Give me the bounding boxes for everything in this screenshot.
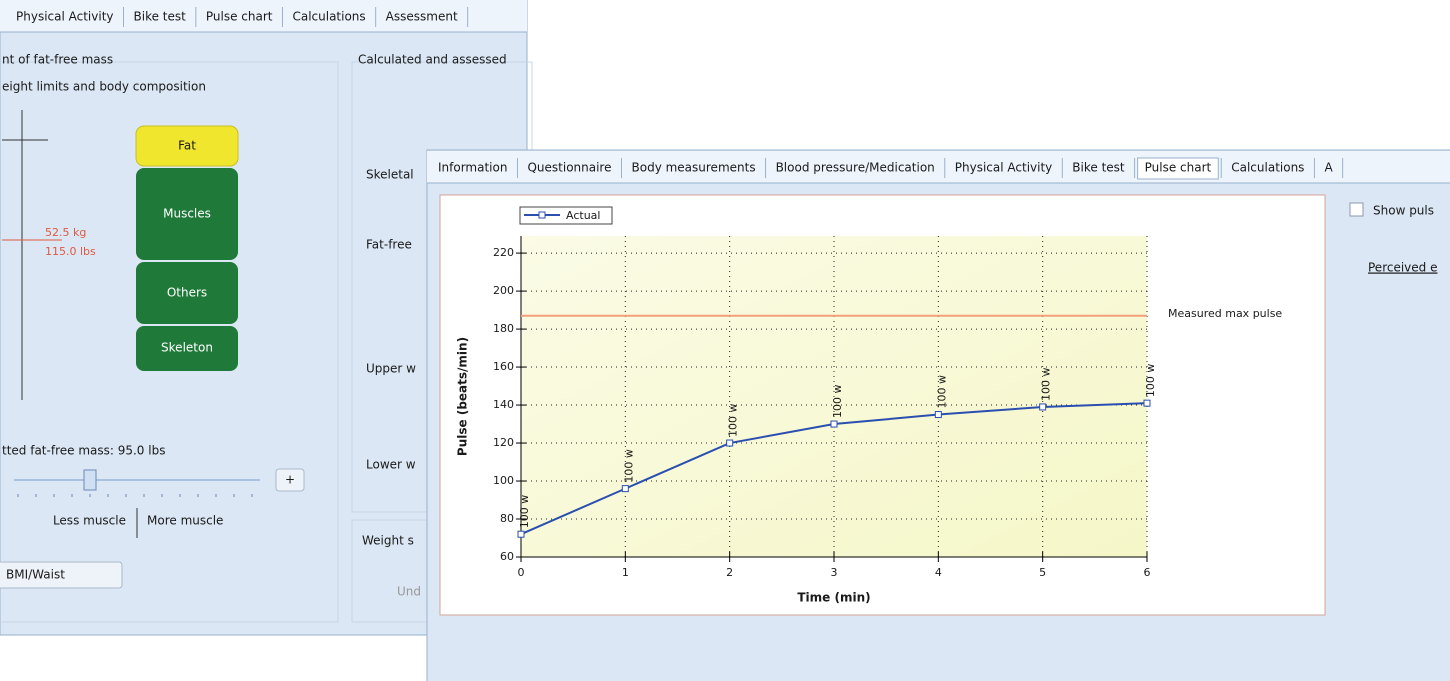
point xyxy=(726,439,734,447)
right-label: Skeletal xyxy=(366,168,414,182)
body-part: Others xyxy=(167,286,207,300)
x-tick-label: 4 xyxy=(935,566,942,579)
tab[interactable]: Pulse chart xyxy=(206,10,273,24)
tab-strip xyxy=(0,0,527,32)
right-title: Calculated and assessed xyxy=(358,53,507,67)
checkbox[interactable] xyxy=(1349,202,1364,217)
slider-thumb[interactable] xyxy=(83,469,97,491)
y-tick-label: 120 xyxy=(493,436,514,449)
right-label: Fat-free xyxy=(366,238,412,252)
x-tick-label: 2 xyxy=(726,566,733,579)
tab[interactable]: Assessment xyxy=(386,10,458,24)
less-muscle: Less muscle xyxy=(53,514,126,528)
weight-section: Weight s xyxy=(362,534,414,548)
muscle-block xyxy=(136,168,238,260)
tab[interactable]: A xyxy=(1324,161,1333,175)
point xyxy=(517,530,525,538)
y-tick-label: 200 xyxy=(493,284,514,297)
skeleton-block xyxy=(136,326,238,371)
point-label: 100 w xyxy=(727,404,740,438)
legend-marker xyxy=(538,211,546,219)
link[interactable]: Perceived e xyxy=(1368,261,1437,275)
point xyxy=(1143,399,1151,407)
tab[interactable]: Pulse chart xyxy=(1145,161,1212,175)
button-label: BMI/Waist xyxy=(6,568,65,582)
group-box xyxy=(0,61,339,623)
weight-label: 52.5 kg xyxy=(45,226,86,239)
bmi-button[interactable] xyxy=(0,561,123,589)
point-label: 100 w xyxy=(1040,367,1053,401)
tab[interactable]: Questionnaire xyxy=(527,161,611,175)
y-tick-label: 220 xyxy=(493,246,514,259)
point-label: 100 w xyxy=(622,449,635,483)
y-tick-label: 100 xyxy=(493,474,514,487)
y-axis-label: Pulse (beats/min) xyxy=(456,337,470,456)
x-tick-label: 1 xyxy=(622,566,629,579)
more-muscle: More muscle xyxy=(147,514,223,528)
tab-strip xyxy=(427,151,1450,183)
x-tick-label: 0 xyxy=(518,566,525,579)
others-block xyxy=(136,262,238,324)
reference-label: Measured max pulse xyxy=(1168,307,1282,320)
legend-label: Actual xyxy=(566,209,600,222)
y-tick-label: 80 xyxy=(500,512,514,525)
tab[interactable]: Bike test xyxy=(1072,161,1125,175)
y-tick-label: 60 xyxy=(500,550,514,563)
weight-label: 115.0 lbs xyxy=(45,245,96,258)
subtitle: eight limits and body composition xyxy=(2,80,206,94)
selected-tab xyxy=(1137,157,1219,180)
legend-box xyxy=(519,206,613,225)
button-label: + xyxy=(285,473,295,487)
tab[interactable]: Information xyxy=(438,161,507,175)
y-tick-label: 180 xyxy=(493,322,514,335)
body-part: Fat xyxy=(178,139,196,153)
tab[interactable]: Physical Activity xyxy=(955,161,1053,175)
point-label: 100 w xyxy=(935,375,948,409)
tab[interactable]: Body measurements xyxy=(632,161,756,175)
y-tick-label: 160 xyxy=(493,360,514,373)
tab[interactable]: Physical Activity xyxy=(16,10,114,24)
y-tick-label: 140 xyxy=(493,398,514,411)
plus-button[interactable] xyxy=(275,468,305,492)
point xyxy=(1039,403,1047,411)
point-label: 100 w xyxy=(1144,364,1157,398)
section-title: nt of fat-free mass xyxy=(2,53,113,67)
point xyxy=(934,411,942,419)
right-label: Upper w xyxy=(366,362,416,376)
x-tick-label: 6 xyxy=(1144,566,1151,579)
body-part: Skeleton xyxy=(161,341,213,355)
tab[interactable]: Bike test xyxy=(134,10,187,24)
front-window: Show puls Perceived e Information Questio… xyxy=(426,149,1450,681)
x-tick-label: 5 xyxy=(1039,566,1046,579)
body-part: Muscles xyxy=(163,207,211,221)
point xyxy=(830,420,838,428)
point-label: 100 w xyxy=(518,495,531,529)
fat-block xyxy=(135,125,239,167)
checkbox-label: Show puls xyxy=(1373,204,1434,218)
tab[interactable]: Blood pressure/Medication xyxy=(776,161,935,175)
weight-text: Und xyxy=(397,585,421,599)
adjusted-mass: tted fat-free mass: 95.0 lbs xyxy=(2,444,165,458)
x-tick-label: 3 xyxy=(831,566,838,579)
tab[interactable]: Calculations xyxy=(292,10,365,24)
point xyxy=(621,485,629,493)
point-label: 100 w xyxy=(831,385,844,419)
tab[interactable]: Calculations xyxy=(1231,161,1304,175)
right-label: Lower w xyxy=(366,458,416,472)
x-axis-label: Time (min) xyxy=(797,591,870,605)
